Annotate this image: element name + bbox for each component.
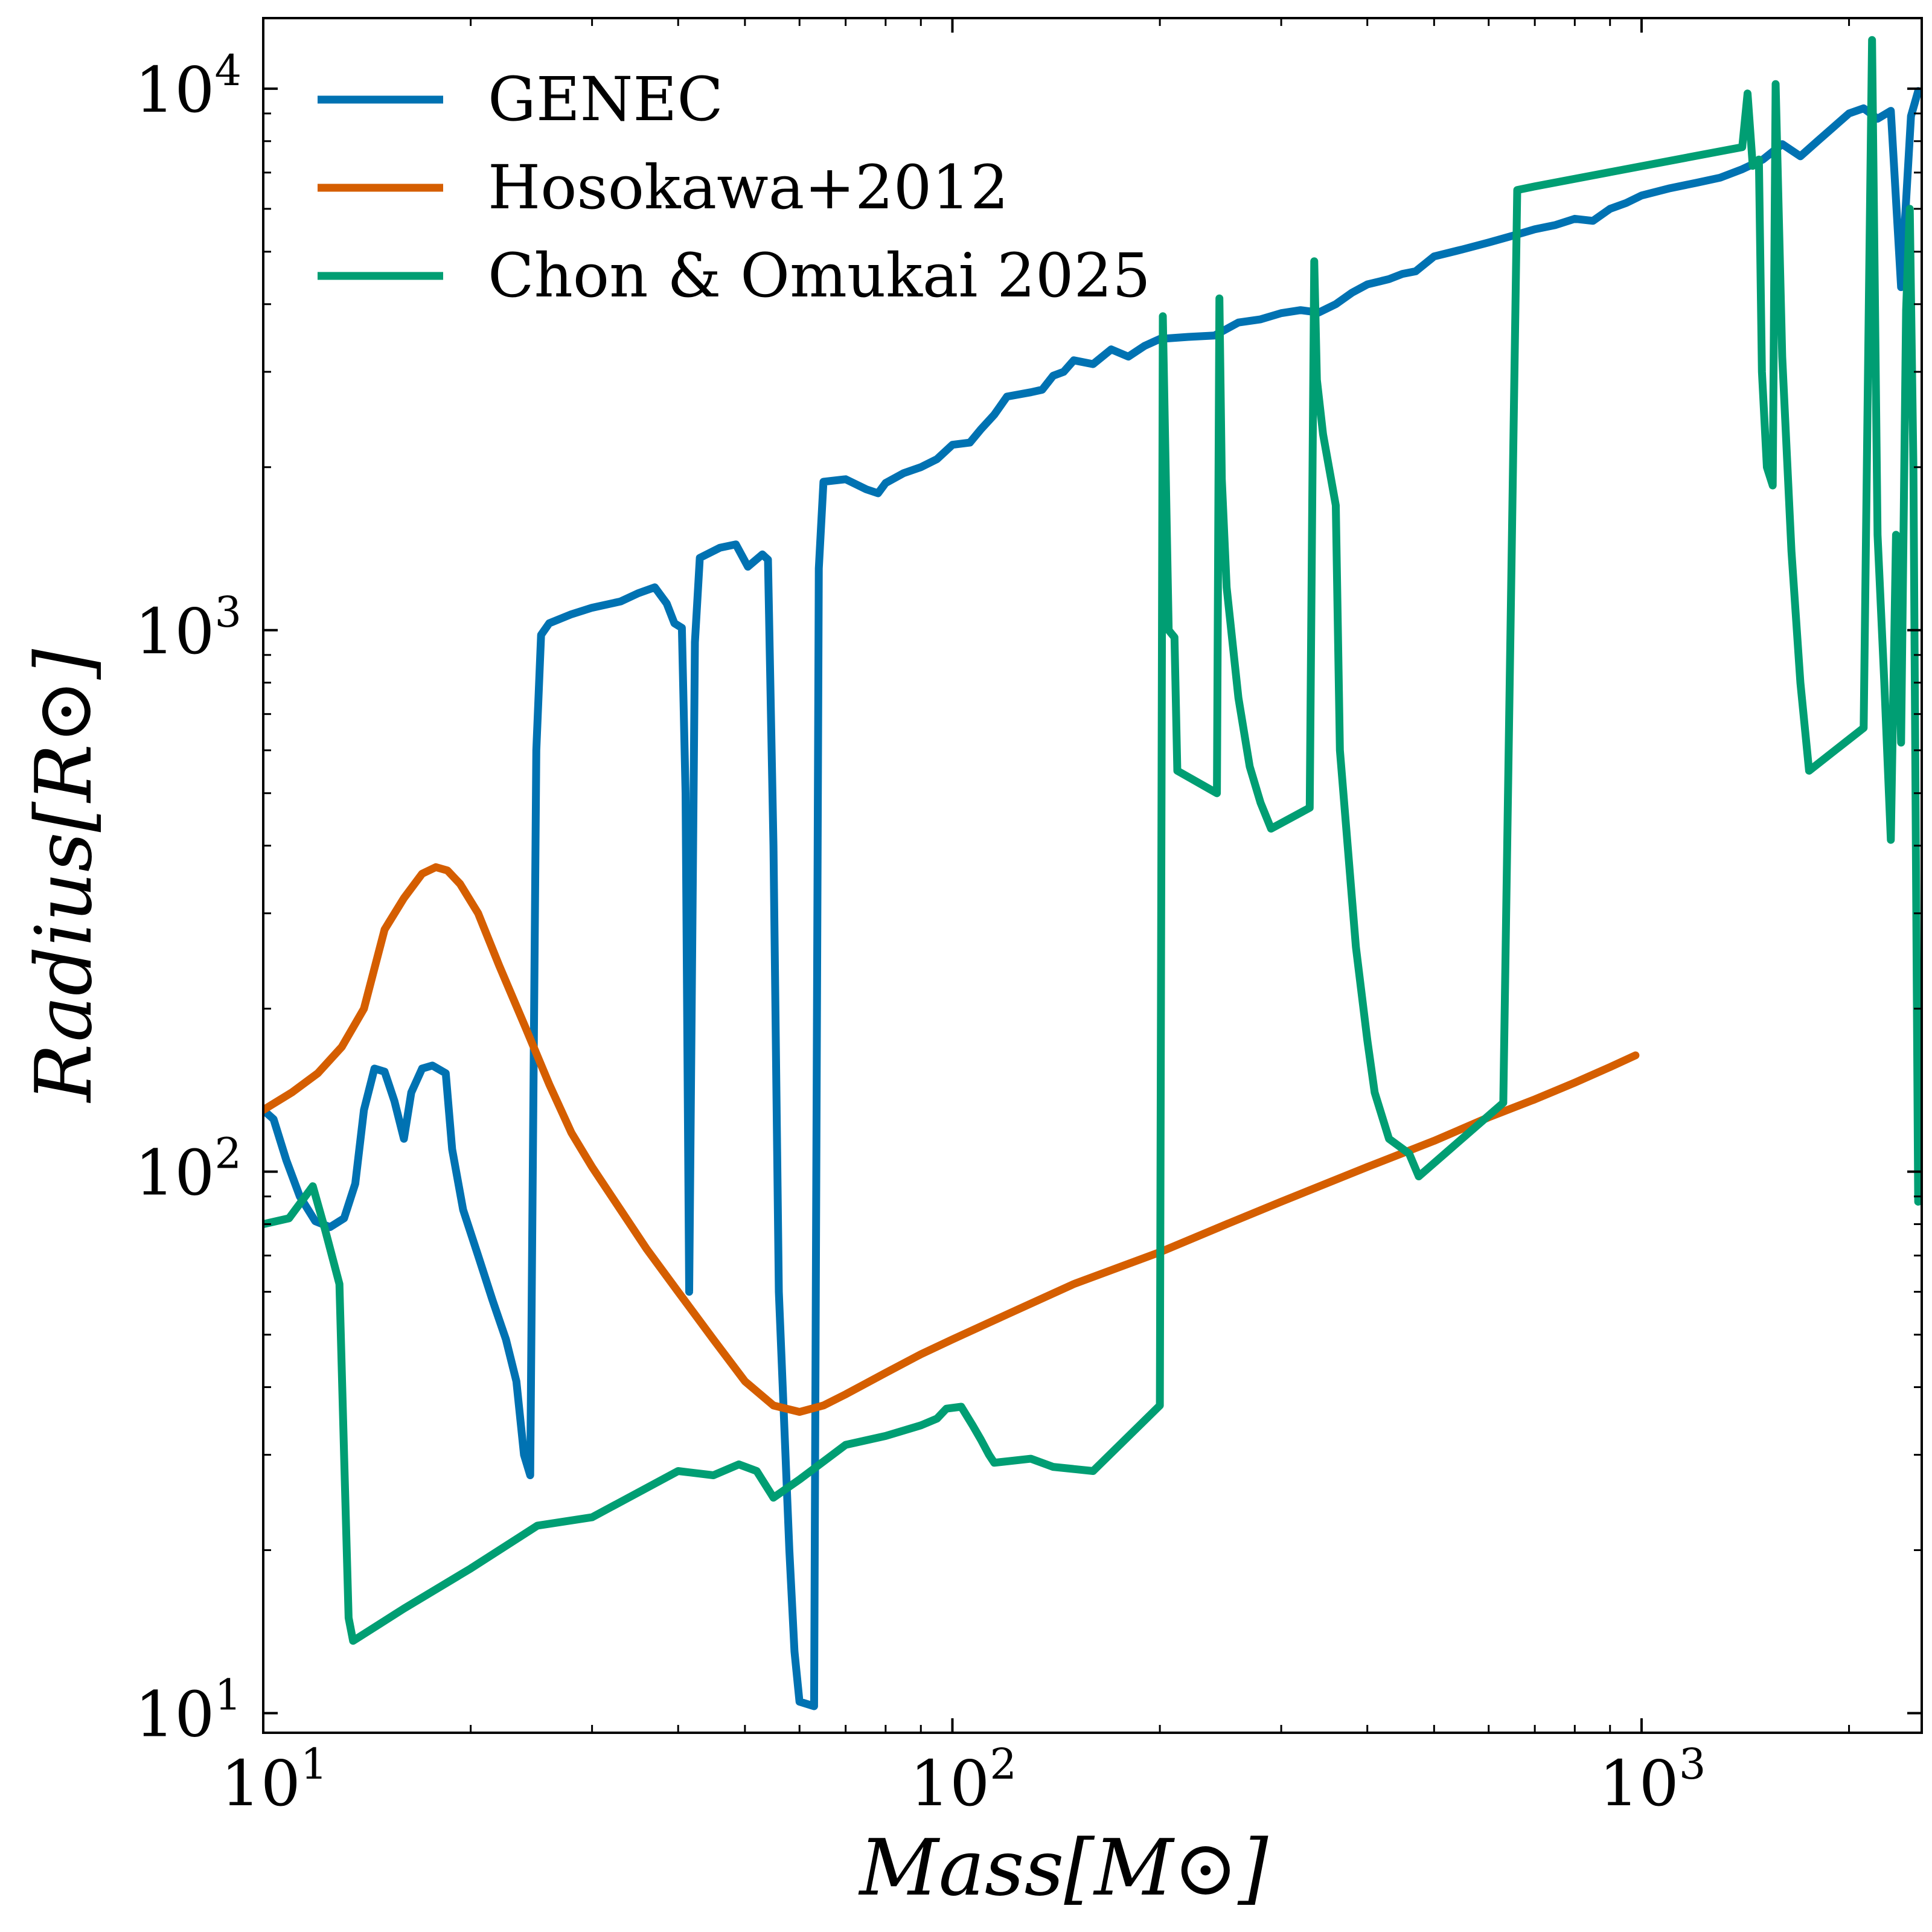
series-line-2 — [263, 863, 1640, 1416]
series-layer — [263, 36, 1922, 1710]
y-tick-label-3: 103 — [135, 587, 242, 668]
y-tick-label-2: 102 — [135, 1129, 242, 1210]
y-tick-label-1: 101 — [135, 1671, 242, 1751]
legend-label-1: GENEC — [488, 64, 723, 135]
legend-label-3: Chon & Omukai 2025 — [488, 240, 1151, 311]
ticks-layer — [262, 18, 1922, 1733]
x-axis-title: Mass[M⊙] — [859, 1823, 1269, 1913]
x-tick-label-2: 102 — [910, 1739, 1017, 1820]
series-line-3 — [263, 36, 1922, 1645]
x-tick-label-3: 103 — [1599, 1739, 1706, 1820]
y-tick-label-4: 104 — [135, 46, 242, 127]
legend-label-2: Hosokawa+2012 — [488, 152, 1009, 223]
y-axis-title: Radius[R⊙] — [19, 648, 109, 1103]
x-tick-label-1: 101 — [221, 1739, 328, 1820]
series-line-1 — [263, 87, 1922, 1710]
plot-frame — [262, 17, 1923, 1734]
legend: GENEC Hosokawa+2012 Chon & Omukai 2025 — [318, 64, 1151, 311]
tick-labels-layer: 101 102 103 101 102 103 104 — [135, 46, 1706, 1820]
